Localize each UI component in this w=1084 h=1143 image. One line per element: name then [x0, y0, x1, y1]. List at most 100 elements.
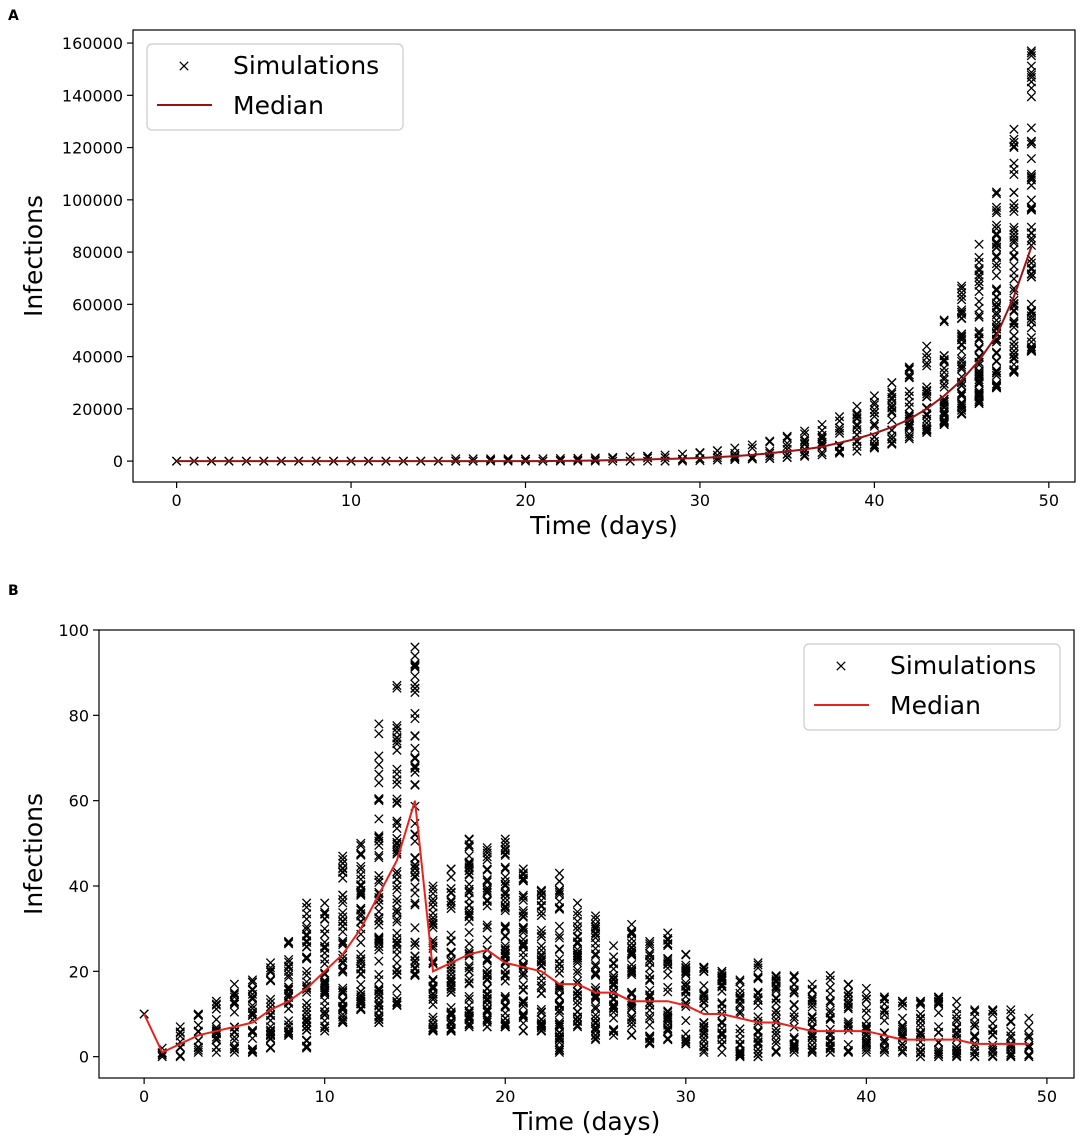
simulation-marker — [410, 659, 420, 669]
simulation-column — [503, 454, 513, 466]
simulation-marker — [410, 763, 420, 774]
simulation-marker — [1006, 1005, 1016, 1015]
simulation-marker — [410, 867, 420, 878]
simulation-marker — [1026, 195, 1037, 205]
simulation-marker — [229, 1032, 240, 1042]
simulation-marker — [626, 1000, 637, 1011]
simulation-marker — [338, 936, 348, 946]
simulation-marker — [356, 979, 366, 990]
simulation-marker — [807, 1044, 817, 1054]
simulation-marker — [1026, 61, 1037, 71]
simulation-marker — [645, 949, 655, 959]
simulation-column — [970, 1005, 980, 1062]
simulation-marker — [500, 924, 510, 934]
simulation-marker — [374, 850, 384, 861]
simulation-marker — [482, 1006, 492, 1016]
simulation-marker — [799, 451, 810, 462]
simulation-marker — [956, 295, 967, 305]
simulation-marker — [374, 945, 384, 955]
simulation-marker — [301, 953, 312, 963]
simulation-marker — [283, 1020, 294, 1030]
simulation-marker — [356, 838, 366, 848]
simulation-marker — [446, 973, 456, 984]
simulation-marker — [554, 1008, 565, 1018]
simulation-marker — [500, 864, 510, 874]
simulation-marker — [374, 913, 384, 923]
simulation-marker — [175, 1028, 185, 1038]
simulation-marker — [663, 1016, 673, 1027]
x-tick-label: 20 — [515, 491, 535, 510]
simulation-marker — [879, 1010, 890, 1020]
simulation-marker — [500, 949, 510, 959]
simulation-marker — [974, 310, 984, 320]
simulation-marker — [663, 959, 673, 970]
simulation-marker — [834, 423, 845, 433]
simulation-marker — [590, 1010, 601, 1020]
simulation-marker — [1009, 306, 1019, 317]
simulation-marker — [974, 272, 984, 283]
simulation-marker — [572, 910, 583, 920]
simulation-marker — [956, 288, 967, 298]
simulation-marker — [464, 859, 474, 869]
simulation-marker — [991, 239, 1002, 250]
simulation-marker — [699, 966, 709, 977]
simulation-marker — [464, 916, 474, 927]
simulation-marker — [869, 419, 880, 429]
simulation-marker — [482, 990, 492, 1001]
simulation-marker — [869, 411, 880, 422]
simulation-column — [1006, 1005, 1016, 1062]
simulation-marker — [554, 1017, 565, 1027]
simulation-marker — [852, 424, 862, 435]
simulation-marker — [645, 1020, 655, 1030]
simulation-marker — [446, 936, 456, 946]
simulation-marker — [1009, 268, 1019, 278]
simulation-marker — [392, 1000, 402, 1010]
simulation-marker — [301, 914, 312, 924]
simulation-marker — [933, 997, 944, 1007]
simulation-marker — [356, 909, 366, 919]
simulation-marker — [374, 778, 384, 788]
simulation-column — [1026, 46, 1037, 357]
simulation-column — [193, 1009, 203, 1058]
simulation-marker — [518, 952, 528, 963]
simulation-marker — [410, 662, 420, 673]
simulation-marker — [482, 954, 492, 964]
simulation-marker — [356, 850, 366, 860]
simulation-marker — [518, 868, 528, 878]
simulation-marker — [500, 905, 510, 916]
simulation-marker — [897, 1024, 908, 1034]
simulation-marker — [392, 794, 402, 804]
simulation-column — [446, 864, 456, 1036]
simulation-marker — [247, 977, 258, 988]
simulation-marker — [915, 999, 926, 1010]
simulation-marker — [922, 418, 932, 428]
simulation-marker — [915, 1029, 926, 1040]
simulation-marker — [1024, 1022, 1034, 1032]
simulation-marker — [626, 965, 637, 976]
simulation-marker — [645, 990, 655, 1000]
simulation-marker — [699, 1033, 709, 1043]
simulation-marker — [590, 950, 601, 961]
simulation-marker — [392, 898, 402, 908]
simulation-column — [807, 979, 817, 1058]
simulation-marker — [338, 873, 348, 883]
simulation-marker — [482, 955, 492, 965]
simulation-marker — [338, 967, 348, 977]
simulation-marker — [554, 1005, 565, 1016]
simulation-marker — [677, 454, 688, 465]
simulation-marker — [518, 1009, 528, 1019]
simulation-marker — [392, 869, 402, 880]
simulation-marker — [825, 989, 835, 999]
simulation-marker — [843, 988, 853, 998]
simulation-marker — [1006, 1048, 1016, 1058]
simulation-marker — [320, 969, 330, 980]
simulation-marker — [374, 935, 384, 946]
simulation-marker — [410, 687, 420, 698]
simulation-column — [771, 970, 781, 1058]
simulation-marker — [645, 1000, 655, 1010]
simulation-marker — [338, 1012, 348, 1022]
x-tick-label: 50 — [1039, 491, 1059, 510]
simulation-marker — [939, 417, 949, 427]
simulation-marker — [1026, 305, 1037, 316]
simulation-marker — [500, 993, 510, 1004]
